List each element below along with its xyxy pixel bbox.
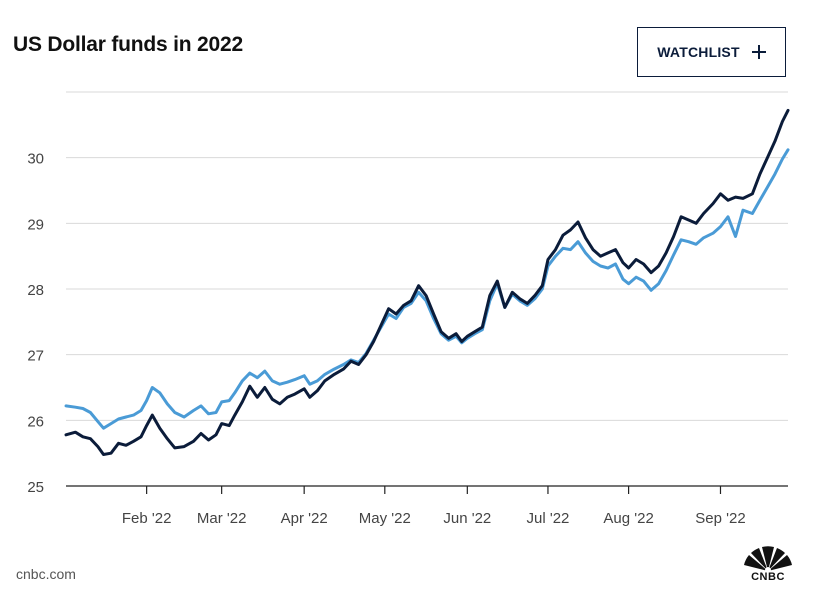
logo-text: CNBC xyxy=(751,571,785,583)
y-tick-label: 29 xyxy=(27,216,44,233)
y-tick-label: 28 xyxy=(27,282,44,299)
series-line-light xyxy=(64,148,790,430)
x-tick-label: Jul '22 xyxy=(527,510,570,527)
y-tick-label: 26 xyxy=(27,413,44,430)
x-tick-label: Jun '22 xyxy=(443,510,491,527)
series-layer xyxy=(64,108,790,456)
plus-icon xyxy=(751,45,766,59)
watchlist-button[interactable]: WATCHLIST xyxy=(637,27,786,77)
y-tick-label: 25 xyxy=(27,479,44,496)
grid-layer xyxy=(66,91,788,487)
y-tick-label: 27 xyxy=(27,348,44,365)
series-line-dark xyxy=(64,108,790,456)
x-tick-label: May '22 xyxy=(359,510,411,527)
page-title: US Dollar funds in 2022 xyxy=(13,33,243,56)
source-label: cnbc.com xyxy=(16,566,76,582)
peacock-logo-icon xyxy=(744,546,792,573)
y-tick-label: 30 xyxy=(27,151,44,168)
watchlist-label: WATCHLIST xyxy=(657,44,740,60)
x-tick-label: Mar '22 xyxy=(197,510,247,527)
axis-layer: 25 26 27 28 29 30 Feb '22 Mar '22 Apr '22 May '22… xyxy=(27,151,745,527)
x-tick-label: Aug '22 xyxy=(603,510,653,527)
x-tick-label: Sep '22 xyxy=(695,510,745,527)
x-tick-label: Apr '22 xyxy=(281,510,328,527)
x-tick-label: Feb '22 xyxy=(122,510,172,527)
